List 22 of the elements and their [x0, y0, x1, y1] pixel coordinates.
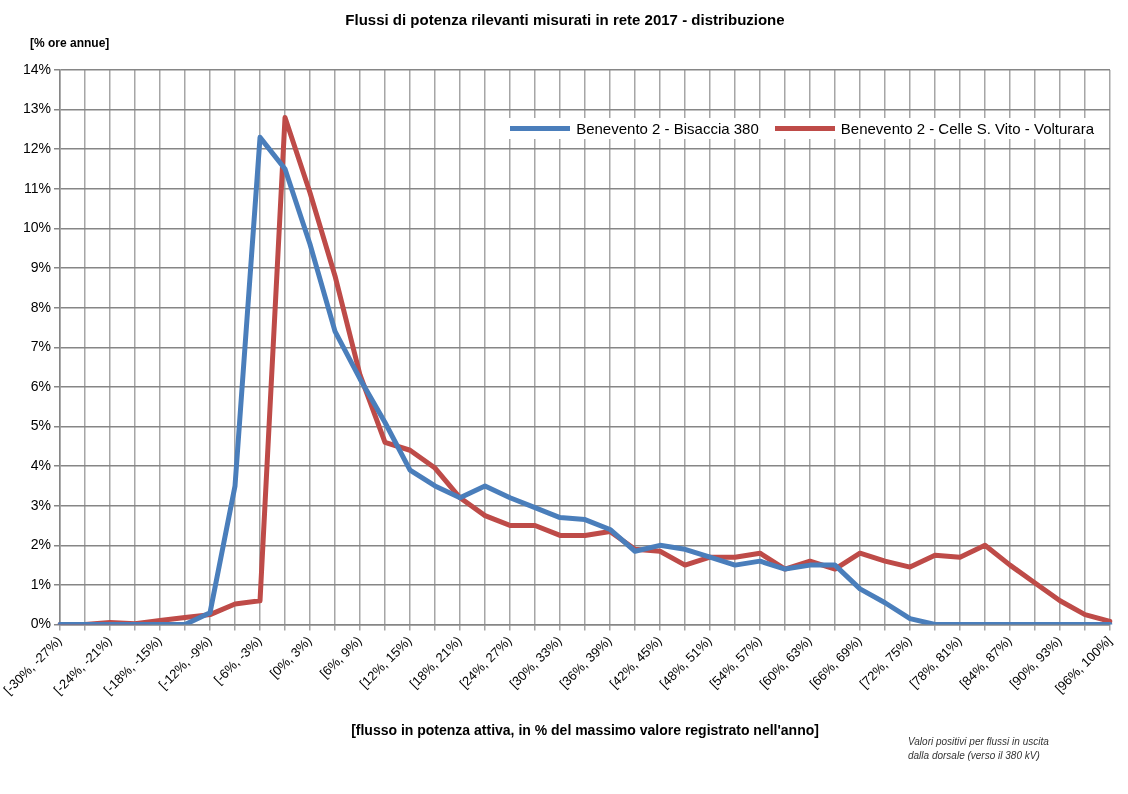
y-tick-label: 13%	[22, 100, 52, 117]
y-tick-label: 5%	[30, 417, 52, 434]
y-tick-label: 12%	[22, 140, 52, 157]
x-axis-title: [flusso in potenza attiva, in % del massimo valore registrato nell'anno]	[351, 722, 819, 739]
y-tick-label: 8%	[30, 298, 52, 315]
chart-title: Flussi di potenza rilevanti misurati in rete 2017 - distribuzione	[345, 11, 785, 29]
y-tick-label: 2%	[30, 536, 52, 553]
y-tick-label: 11%	[24, 179, 52, 196]
y-tick-label: 9%	[30, 258, 52, 275]
x-tick-label: [0%, 3%)	[266, 633, 315, 681]
legend-label: Benevento 2 - Celle S. Vito - Volturara	[840, 120, 1094, 137]
text: Valori positivi per flussi in uscita dalla dorsale (verso il 380 kV)	[908, 735, 1049, 763]
y-tick-label: 7%	[30, 338, 52, 355]
legend-label: Benevento 2 - Bisaccia 380	[576, 120, 759, 137]
y-tick-label: 4%	[30, 456, 52, 473]
y-tick-label: 6%	[30, 377, 52, 394]
y-tick-label: 10%	[22, 219, 52, 236]
y-tick-label: 14%	[22, 60, 52, 77]
y-tick-label: 0%	[30, 615, 52, 632]
y-axis-title: [% ore annue]	[30, 36, 110, 51]
y-tick-label: 3%	[30, 496, 52, 513]
y-tick-label: 1%	[30, 575, 52, 592]
